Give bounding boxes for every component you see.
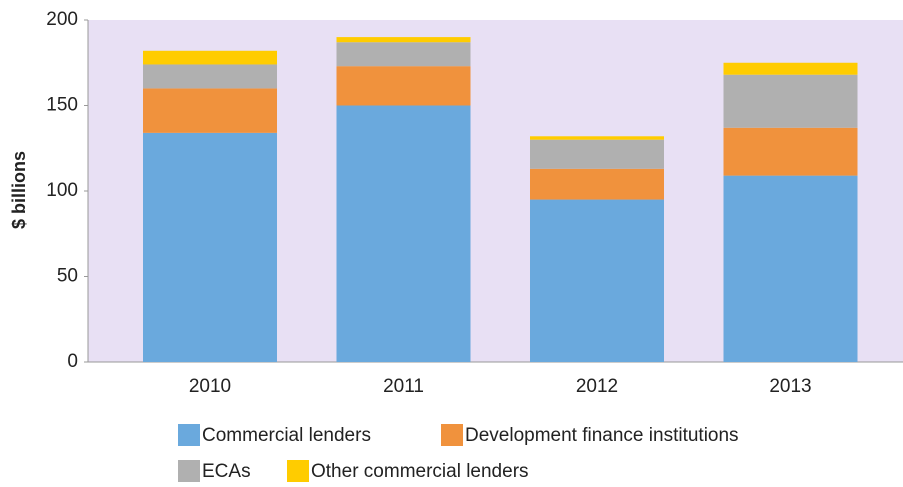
y-tick-label: 200 xyxy=(46,9,78,30)
x-tick-label: 2011 xyxy=(383,376,424,397)
bar-segment xyxy=(530,139,664,169)
x-tick-label: 2012 xyxy=(576,376,618,397)
legend-label: Commercial lenders xyxy=(202,425,371,446)
y-tick-label: 100 xyxy=(46,180,78,201)
legend-swatch xyxy=(178,460,200,482)
x-tick-label: 2013 xyxy=(769,376,811,397)
y-tick-label: 50 xyxy=(57,266,78,287)
legend-swatch xyxy=(287,460,309,482)
bar-segment xyxy=(723,127,858,176)
y-tick-label: 0 xyxy=(67,351,78,372)
bar-segment xyxy=(723,175,858,362)
legend-swatch xyxy=(178,424,200,446)
bar-segment xyxy=(530,199,664,362)
y-tick-label: 150 xyxy=(46,95,78,116)
bar-segment xyxy=(336,66,471,106)
bar-segment xyxy=(723,62,858,75)
legend-label: Other commercial lenders xyxy=(311,461,529,482)
legend-label: ECAs xyxy=(202,461,251,482)
y-axis-title: $ billions xyxy=(9,151,29,229)
bar-segment xyxy=(143,64,277,89)
legend-swatch xyxy=(441,424,463,446)
x-tick-label: 2010 xyxy=(189,376,231,397)
bar-segment xyxy=(530,168,664,200)
bar-segment xyxy=(336,42,471,67)
bar-segment xyxy=(143,88,277,133)
bar-segment xyxy=(143,50,277,65)
legend-label: Development finance institutions xyxy=(465,425,739,446)
bar-segment xyxy=(336,105,471,362)
bar-segment xyxy=(143,132,277,362)
bar-segment xyxy=(530,136,664,140)
bar-segment xyxy=(723,74,858,128)
bar-segment xyxy=(336,37,471,43)
